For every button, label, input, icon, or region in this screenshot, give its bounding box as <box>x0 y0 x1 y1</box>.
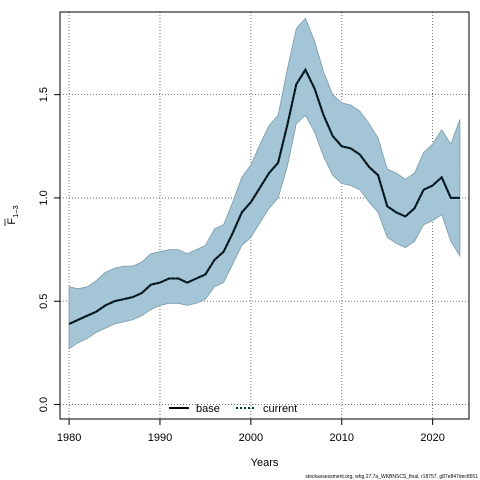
series-line-current <box>68 67 460 325</box>
y-tick-label-2: 1.0 <box>38 190 50 205</box>
legend-label-current: current <box>263 403 297 415</box>
confidence-band-layer <box>68 17 461 350</box>
series-lines-layer <box>68 67 460 325</box>
x-tick-label-1980: 1980 <box>57 432 81 444</box>
y-axis-label-main: F <box>6 218 18 225</box>
x-tick-label-2020: 2020 <box>420 432 444 444</box>
legend: base current <box>169 403 297 415</box>
x-tick-label-1990: 1990 <box>148 432 172 444</box>
y-axis-label-sub: 1–3 <box>11 205 20 218</box>
svg-text:F1–3: F1–3 <box>6 205 20 224</box>
confidence-band <box>68 17 461 350</box>
x-axis-label: Years <box>251 457 279 469</box>
x-axis: 1980 1990 2000 2010 2020 <box>57 419 445 444</box>
legend-label-base: base <box>196 403 220 415</box>
footer-text: stockassessment.org, whg.27.7a_WKBNSCS_f… <box>305 474 478 480</box>
y-tick-label-1: 0.5 <box>38 294 50 309</box>
y-axis: 0.0 0.5 1.0 1.5 <box>38 87 60 412</box>
x-tick-label-2000: 2000 <box>239 432 263 444</box>
plot-frame <box>59 11 470 420</box>
y-tick-label-3: 1.5 <box>38 87 50 102</box>
y-tick-label-0: 0.0 <box>38 397 50 412</box>
y-axis-label: F1–3 <box>4 205 20 226</box>
x-tick-label-2010: 2010 <box>330 432 354 444</box>
